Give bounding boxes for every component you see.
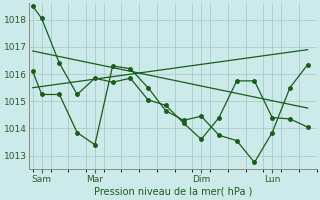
X-axis label: Pression niveau de la mer( hPa ): Pression niveau de la mer( hPa ) [94, 187, 252, 197]
